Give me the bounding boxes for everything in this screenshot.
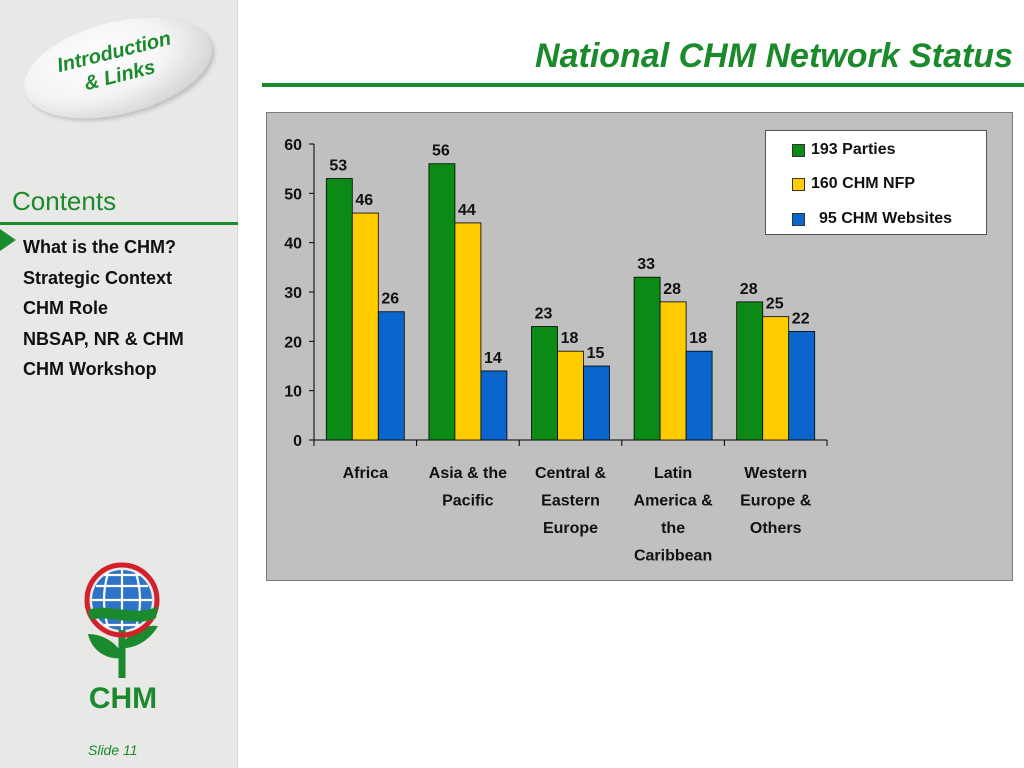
contents-heading: Contents (12, 186, 117, 216)
y-tick-label: 60 (284, 137, 302, 154)
legend-item-nfp: 160 CHM NFP (792, 175, 915, 193)
data-label: 56 (432, 143, 450, 160)
bar-nfp (557, 350, 584, 441)
data-label: 28 (740, 281, 758, 298)
x-tick-label: Others (750, 520, 802, 537)
data-label: 23 (535, 306, 553, 323)
bar-parties (325, 178, 353, 441)
bar-websites (377, 311, 405, 441)
legend-label-parties: 193 Parties (811, 141, 896, 158)
bar-parties (633, 276, 661, 441)
data-label: 33 (637, 256, 655, 273)
nav-item-chm-workshop[interactable]: CHM Workshop (23, 359, 157, 379)
x-tick-label: Europe & (740, 493, 812, 510)
nav-item-chm-role[interactable]: CHM Role (23, 298, 108, 318)
data-label: 53 (329, 158, 347, 175)
x-tick-label: Central & (535, 465, 607, 482)
title-underline (262, 83, 1024, 87)
chm-logo-text: CHM (88, 682, 158, 715)
data-label: 22 (792, 310, 810, 327)
bar-nfp (351, 212, 379, 441)
chart-legend: 193 Parties 160 CHM NFP 95 CHM Websites (765, 130, 987, 235)
x-tick-label: Africa (343, 465, 388, 482)
bar-websites (480, 370, 508, 441)
nav-item-strategic-context[interactable]: Strategic Context (23, 267, 173, 288)
data-label: 15 (587, 345, 605, 362)
bar-parties (736, 301, 764, 441)
legend-swatch-yellow (792, 177, 805, 191)
data-label: 46 (355, 192, 373, 209)
x-tick-label: Europe (543, 520, 598, 537)
data-label: 28 (663, 281, 681, 298)
nav-item-nbsap-nr-chm[interactable]: NBSAP, NR & CHM (23, 328, 184, 349)
data-label: 44 (458, 202, 476, 219)
data-label: 18 (561, 330, 579, 347)
globe-plant-icon (84, 562, 160, 678)
x-tick-label: Western (744, 465, 807, 482)
y-tick-label: 40 (284, 236, 302, 253)
bar-websites (685, 350, 713, 441)
y-tick-label: 50 (284, 186, 302, 203)
sidebar: Introduction & Links Contents What is th… (0, 0, 238, 768)
y-tick-label: 20 (284, 334, 302, 351)
data-label: 14 (484, 350, 502, 367)
slide-number: Slide 11 (88, 742, 138, 758)
y-tick-label: 10 (284, 384, 302, 401)
bar-websites (583, 365, 610, 441)
legend-label-nfp: 160 CHM NFP (811, 175, 916, 192)
bar-nfp (454, 222, 482, 441)
chm-logo: CHM (78, 562, 168, 722)
data-label: 26 (381, 291, 399, 308)
bar-nfp (659, 301, 687, 441)
contents-nav: What is the CHM? Strategic Context CHM R… (23, 232, 184, 385)
x-tick-label: Eastern (541, 493, 600, 510)
legend-item-websites: 95 CHM Websites (792, 210, 952, 228)
bar-nfp (762, 316, 790, 441)
legend-swatch-green (792, 143, 805, 157)
data-label: 18 (689, 330, 707, 347)
data-label: 25 (766, 296, 784, 313)
legend-item-parties: 193 Parties (792, 141, 896, 159)
legend-label-websites: 95 CHM Websites (819, 210, 953, 227)
y-tick-label: 0 (293, 433, 302, 450)
x-tick-label: Caribbean (634, 548, 712, 565)
contents-divider (0, 222, 238, 225)
y-tick-label: 30 (284, 285, 302, 302)
x-tick-label: Latin (654, 465, 692, 482)
x-tick-label: Asia & the (429, 465, 507, 482)
bar-chart: 0 10 20 30 40 50 60 53 46 26 Africa 56 44 14 Asia & th… (284, 137, 828, 565)
bar-websites (788, 331, 816, 441)
x-tick-label: Pacific (442, 493, 494, 510)
legend-swatch-blue (792, 212, 805, 226)
page-title: National CHM Network Status (535, 37, 1013, 75)
current-item-arrow-icon (0, 229, 16, 251)
x-tick-label: the (661, 520, 685, 537)
bar-parties (428, 163, 456, 441)
x-tick-label: America & (634, 493, 714, 510)
nav-item-what-is-chm[interactable]: What is the CHM? (23, 237, 176, 257)
bar-parties (531, 326, 558, 441)
